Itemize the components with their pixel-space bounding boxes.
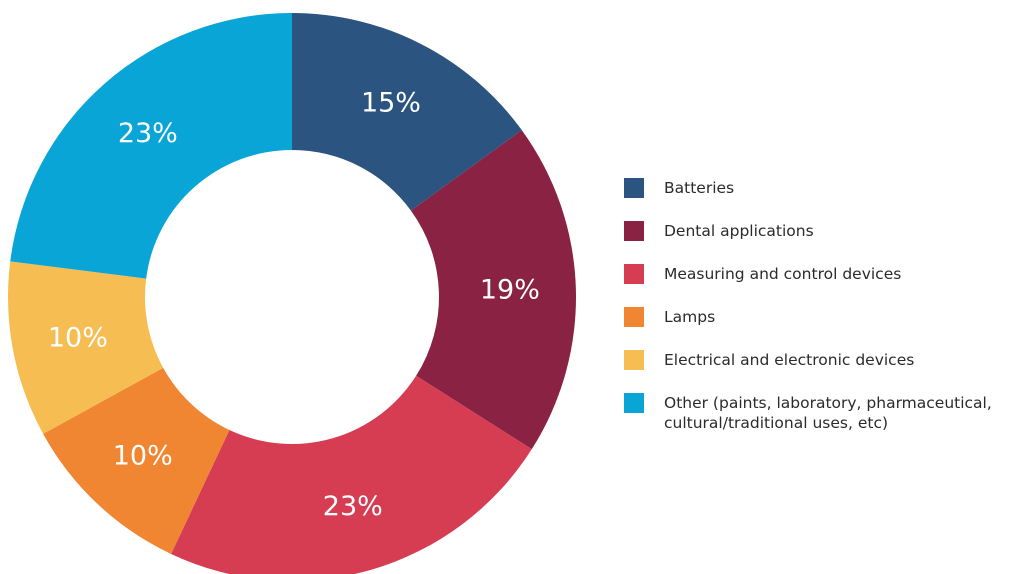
slice-value-label-measuring-control-devices: 23% <box>323 491 383 522</box>
donut-slice-dental-applications <box>410 130 576 450</box>
donut-slice-other <box>10 13 293 279</box>
legend-label-other: Other (paints, laboratory, pharmaceutica… <box>664 394 992 432</box>
chart-legend: Batteries Dental applications Measuring … <box>624 178 1034 457</box>
slice-value-label-electrical-electronic-devices: 10% <box>48 322 108 353</box>
legend-swatch-batteries <box>624 178 644 198</box>
legend-label-dental-applications: Dental applications <box>664 222 814 240</box>
legend-swatch-lamps <box>624 307 644 327</box>
legend-swatch-dental-applications <box>624 221 644 241</box>
slice-value-label-lamps: 10% <box>113 440 173 471</box>
legend-item-lamps: Lamps <box>624 307 1034 327</box>
legend-label-batteries: Batteries <box>664 179 735 197</box>
donut-slice-electrical-electronic-devices <box>8 261 164 434</box>
legend-label-measuring-control-devices: Measuring and control devices <box>664 265 902 283</box>
slice-value-label-other: 23% <box>118 118 178 149</box>
legend-swatch-electrical-electronic-devices <box>624 350 644 370</box>
legend-item-dental-applications: Dental applications <box>624 221 1034 241</box>
legend-swatch-measuring-control-devices <box>624 264 644 284</box>
donut-chart: 15% 19% 23% 10% 10% 23% <box>8 13 576 574</box>
legend-item-batteries: Batteries <box>624 178 1034 198</box>
legend-label-lamps: Lamps <box>664 308 716 326</box>
slice-value-label-dental-applications: 19% <box>480 275 540 306</box>
legend-label-electrical-electronic-devices: Electrical and electronic devices <box>664 351 915 369</box>
donut-slice-measuring-control-devices <box>171 375 532 574</box>
legend-item-other: Other (paints, laboratory, pharmaceutica… <box>624 393 1034 433</box>
legend-item-measuring-control-devices: Measuring and control devices <box>624 264 1034 284</box>
slice-value-label-batteries: 15% <box>361 87 421 118</box>
legend-item-electrical-electronic-devices: Electrical and electronic devices <box>624 350 1034 370</box>
donut-slice-lamps <box>43 367 230 554</box>
donut-slice-batteries <box>292 13 522 211</box>
legend-swatch-other <box>624 393 644 413</box>
